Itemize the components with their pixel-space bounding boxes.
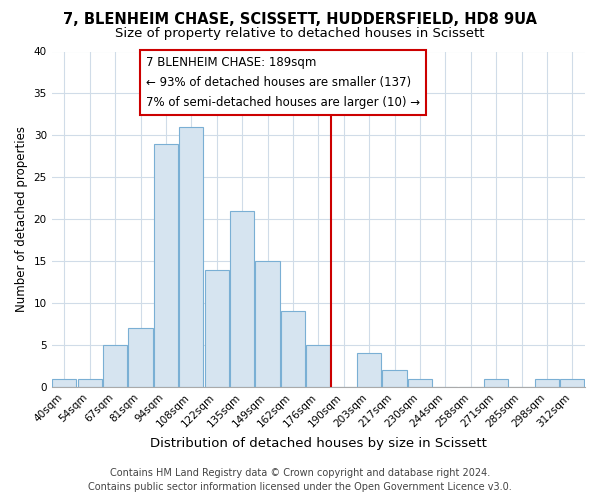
Bar <box>484 378 508 387</box>
Bar <box>77 378 102 387</box>
Bar <box>408 378 432 387</box>
Bar <box>256 261 280 387</box>
X-axis label: Distribution of detached houses by size in Scissett: Distribution of detached houses by size … <box>150 437 487 450</box>
Bar <box>179 127 203 387</box>
Bar <box>306 345 331 387</box>
Text: 7, BLENHEIM CHASE, SCISSETT, HUDDERSFIELD, HD8 9UA: 7, BLENHEIM CHASE, SCISSETT, HUDDERSFIEL… <box>63 12 537 28</box>
Y-axis label: Number of detached properties: Number of detached properties <box>15 126 28 312</box>
Bar <box>52 378 76 387</box>
Bar <box>128 328 152 387</box>
Bar <box>535 378 559 387</box>
Text: 7 BLENHEIM CHASE: 189sqm
← 93% of detached houses are smaller (137)
7% of semi-d: 7 BLENHEIM CHASE: 189sqm ← 93% of detach… <box>146 56 420 108</box>
Bar <box>281 312 305 387</box>
Bar <box>230 211 254 387</box>
Bar <box>560 378 584 387</box>
Bar <box>205 270 229 387</box>
Text: Contains HM Land Registry data © Crown copyright and database right 2024.
Contai: Contains HM Land Registry data © Crown c… <box>88 468 512 492</box>
Bar <box>103 345 127 387</box>
Bar <box>154 144 178 387</box>
Bar <box>382 370 407 387</box>
Bar <box>357 354 381 387</box>
Text: Size of property relative to detached houses in Scissett: Size of property relative to detached ho… <box>115 28 485 40</box>
